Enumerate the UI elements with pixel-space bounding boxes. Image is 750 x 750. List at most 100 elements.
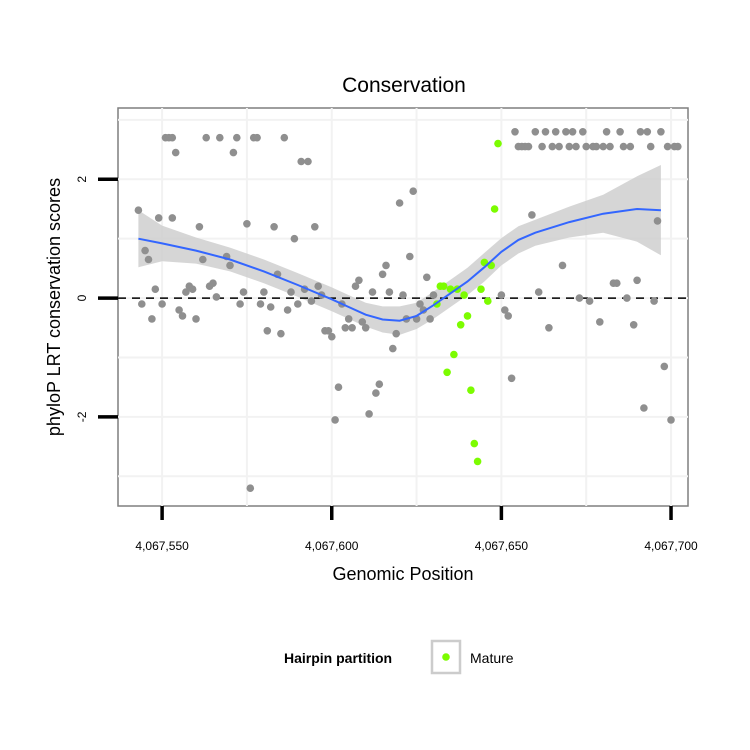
data-point: [504, 312, 512, 320]
data-point: [541, 128, 550, 136]
data-point: [348, 324, 356, 332]
mature-point: [494, 139, 502, 148]
data-point: [572, 142, 580, 151]
data-point: [324, 327, 333, 335]
mature-point: [470, 439, 479, 448]
data-point: [283, 306, 292, 314]
data-point: [314, 282, 323, 291]
data-point: [633, 276, 641, 285]
data-point: [372, 389, 380, 397]
data-point: [236, 300, 244, 308]
data-point: [555, 142, 563, 151]
data-point: [199, 255, 207, 264]
data-point: [202, 133, 210, 142]
y-tick-label: -2: [75, 411, 89, 422]
legend-label-mature: Mature: [470, 650, 514, 666]
data-point: [239, 288, 248, 296]
data-point: [297, 157, 306, 166]
data-point: [307, 297, 316, 305]
data-point: [619, 142, 628, 151]
legend: Hairpin partition Mature: [284, 639, 514, 675]
x-axis-title: Genomic Position: [332, 564, 473, 584]
data-point: [253, 133, 261, 142]
data-point: [358, 318, 367, 326]
data-point: [548, 142, 557, 151]
data-point: [392, 329, 401, 338]
data-point: [171, 148, 180, 157]
data-point: [524, 142, 533, 151]
data-point: [399, 291, 407, 299]
data-point: [134, 206, 143, 214]
data-point: [674, 142, 682, 151]
mature-point: [467, 386, 475, 395]
data-point: [646, 142, 655, 151]
data-point: [158, 300, 166, 308]
data-point: [138, 300, 146, 308]
data-point: [182, 288, 190, 296]
data-point: [653, 217, 662, 225]
data-point: [331, 416, 339, 424]
data-point: [643, 128, 652, 136]
data-point: [562, 128, 570, 136]
mature-point: [463, 312, 472, 320]
y-axis-title: phyloP LRT conservation scores: [44, 178, 64, 436]
data-point: [575, 294, 584, 302]
data-point: [409, 187, 418, 195]
data-point: [280, 133, 289, 142]
data-point: [426, 315, 434, 323]
data-point: [395, 199, 404, 207]
data-point: [667, 416, 675, 424]
data-point: [287, 288, 295, 296]
data-point: [602, 128, 611, 136]
data-point: [141, 246, 149, 255]
data-point: [226, 261, 234, 270]
data-point: [192, 315, 200, 323]
data-point: [623, 294, 631, 302]
data-point: [382, 261, 390, 270]
mature-point: [450, 350, 458, 359]
data-point: [389, 344, 397, 353]
data-point: [334, 383, 343, 392]
data-point: [229, 148, 238, 157]
y-axis-ticks: -2 0 2: [75, 176, 118, 422]
data-point: [294, 300, 302, 308]
data-point: [663, 142, 672, 151]
data-point: [626, 142, 635, 151]
mature-point: [477, 285, 485, 294]
data-point: [256, 300, 265, 308]
chart-title: Conservation: [342, 74, 466, 97]
data-point: [361, 324, 370, 332]
data-point: [551, 128, 560, 136]
data-point: [585, 297, 594, 305]
data-point: [406, 252, 414, 261]
data-point: [175, 306, 183, 314]
data-point: [344, 315, 353, 323]
mature-point: [490, 205, 499, 213]
data-point: [511, 128, 519, 136]
data-point: [266, 303, 275, 311]
data-point: [263, 327, 272, 335]
data-point: [423, 273, 431, 282]
data-point: [606, 142, 614, 151]
data-point: [660, 362, 669, 371]
legend-key-mature: [442, 653, 450, 661]
data-point: [178, 312, 187, 320]
grid-lines: [118, 108, 688, 506]
x-tick-label: 4,067,650: [475, 539, 529, 553]
smooth-trend-line: [138, 207, 661, 322]
data-point: [195, 223, 204, 231]
data-point: [304, 157, 312, 166]
data-point: [507, 374, 516, 383]
mature-point: [484, 297, 492, 305]
y-tick-label: 0: [75, 294, 89, 301]
data-point: [592, 142, 601, 151]
legend-title: Hairpin partition: [284, 650, 392, 666]
data-point: [188, 285, 197, 294]
mature-point: [443, 368, 451, 377]
x-tick-label: 4,067,700: [644, 539, 698, 553]
data-point: [616, 128, 624, 136]
data-point: [277, 329, 285, 338]
data-point: [341, 324, 350, 332]
data-point: [270, 223, 278, 231]
